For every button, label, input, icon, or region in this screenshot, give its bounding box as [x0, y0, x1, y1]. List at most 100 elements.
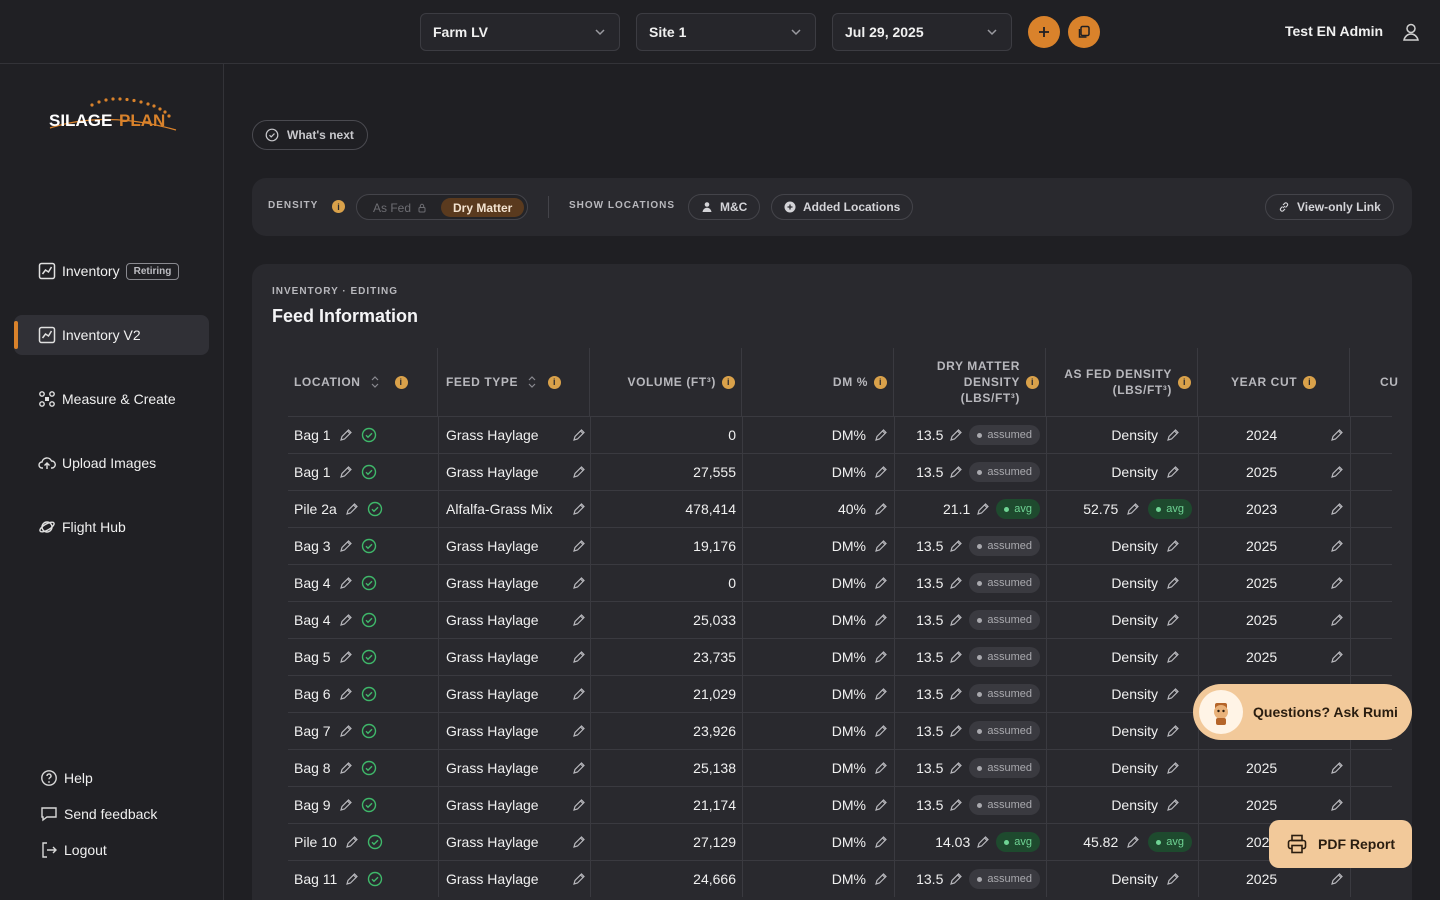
- as-fed-option[interactable]: As Fed: [361, 198, 439, 217]
- pencil-icon[interactable]: [572, 428, 586, 442]
- farm-select[interactable]: Farm LV: [420, 13, 620, 51]
- pencil-icon[interactable]: [339, 687, 353, 701]
- pencil-icon[interactable]: [874, 724, 888, 738]
- pencil-icon[interactable]: [339, 724, 353, 738]
- pencil-icon[interactable]: [976, 835, 990, 849]
- nav-upload-images[interactable]: Upload Images: [14, 443, 209, 483]
- info-icon[interactable]: i: [548, 375, 562, 389]
- pencil-icon[interactable]: [1166, 613, 1180, 627]
- pencil-icon[interactable]: [345, 502, 359, 516]
- pencil-icon[interactable]: [339, 650, 353, 664]
- sort-icon[interactable]: [369, 375, 381, 389]
- nav-inventory-v2[interactable]: Inventory V2: [14, 315, 209, 355]
- info-icon[interactable]: i: [394, 375, 408, 389]
- info-icon[interactable]: i: [874, 375, 887, 389]
- pencil-icon[interactable]: [949, 687, 963, 701]
- pdf-report-button[interactable]: PDF Report: [1269, 820, 1412, 868]
- pencil-icon[interactable]: [572, 835, 586, 849]
- pencil-icon[interactable]: [949, 724, 963, 738]
- pencil-icon[interactable]: [1126, 835, 1140, 849]
- pencil-icon[interactable]: [949, 613, 963, 627]
- pencil-icon[interactable]: [339, 539, 353, 553]
- pencil-icon[interactable]: [339, 761, 353, 775]
- pencil-icon[interactable]: [874, 576, 888, 590]
- user-icon[interactable]: [1400, 21, 1422, 43]
- col-location[interactable]: LOCATION i: [288, 348, 438, 416]
- pencil-icon[interactable]: [874, 613, 888, 627]
- pencil-icon[interactable]: [572, 724, 586, 738]
- pencil-icon[interactable]: [1166, 687, 1180, 701]
- pencil-icon[interactable]: [572, 872, 586, 886]
- dry-matter-option[interactable]: Dry Matter: [441, 198, 525, 217]
- info-icon[interactable]: i: [1303, 375, 1317, 389]
- pencil-icon[interactable]: [572, 798, 586, 812]
- pencil-icon[interactable]: [1330, 872, 1344, 886]
- pencil-icon[interactable]: [874, 872, 888, 886]
- pencil-icon[interactable]: [339, 613, 353, 627]
- added-locations-pill[interactable]: Added Locations: [771, 194, 914, 220]
- pencil-icon[interactable]: [1330, 613, 1344, 627]
- pencil-icon[interactable]: [949, 798, 963, 812]
- pencil-icon[interactable]: [572, 502, 586, 516]
- pencil-icon[interactable]: [339, 428, 353, 442]
- pencil-icon[interactable]: [1166, 576, 1180, 590]
- nav-flight-hub[interactable]: Flight Hub: [14, 507, 209, 547]
- pencil-icon[interactable]: [572, 539, 586, 553]
- pencil-icon[interactable]: [949, 539, 963, 553]
- mc-filter-pill[interactable]: M&C: [688, 194, 761, 220]
- pencil-icon[interactable]: [1166, 650, 1180, 664]
- pencil-icon[interactable]: [1166, 724, 1180, 738]
- pencil-icon[interactable]: [949, 650, 963, 664]
- pencil-icon[interactable]: [345, 835, 359, 849]
- pencil-icon[interactable]: [874, 502, 888, 516]
- pencil-icon[interactable]: [949, 428, 963, 442]
- send-feedback-link[interactable]: Send feedback: [40, 805, 157, 823]
- logout-link[interactable]: Logout: [40, 841, 107, 859]
- pencil-icon[interactable]: [1330, 465, 1344, 479]
- ask-rumi-button[interactable]: Questions? Ask Rumi: [1193, 684, 1412, 740]
- nav-inventory[interactable]: Inventory Retiring: [14, 251, 209, 291]
- pencil-icon[interactable]: [874, 650, 888, 664]
- pencil-icon[interactable]: [1166, 539, 1180, 553]
- pencil-icon[interactable]: [1330, 428, 1344, 442]
- whats-next-button[interactable]: What's next: [252, 120, 368, 150]
- copy-button[interactable]: [1068, 16, 1100, 48]
- pencil-icon[interactable]: [572, 650, 586, 664]
- help-link[interactable]: Help: [40, 769, 93, 787]
- sort-icon[interactable]: [526, 375, 538, 389]
- pencil-icon[interactable]: [1166, 465, 1180, 479]
- pencil-icon[interactable]: [949, 576, 963, 590]
- pencil-icon[interactable]: [874, 761, 888, 775]
- pencil-icon[interactable]: [874, 465, 888, 479]
- pencil-icon[interactable]: [874, 835, 888, 849]
- pencil-icon[interactable]: [1330, 650, 1344, 664]
- pencil-icon[interactable]: [1166, 798, 1180, 812]
- pencil-icon[interactable]: [572, 761, 586, 775]
- pencil-icon[interactable]: [1330, 539, 1344, 553]
- pencil-icon[interactable]: [874, 798, 888, 812]
- pencil-icon[interactable]: [1330, 798, 1344, 812]
- density-toggle[interactable]: As Fed Dry Matter: [356, 194, 528, 220]
- pencil-icon[interactable]: [1126, 502, 1140, 516]
- pencil-icon[interactable]: [1166, 761, 1180, 775]
- pencil-icon[interactable]: [1166, 872, 1180, 886]
- pencil-icon[interactable]: [572, 613, 586, 627]
- pencil-icon[interactable]: [1166, 428, 1180, 442]
- pencil-icon[interactable]: [345, 872, 359, 886]
- pencil-icon[interactable]: [1330, 761, 1344, 775]
- pencil-icon[interactable]: [339, 465, 353, 479]
- info-icon[interactable]: i: [722, 375, 735, 389]
- user-name[interactable]: Test EN Admin: [1285, 23, 1384, 39]
- nav-measure-create[interactable]: Measure & Create: [14, 379, 209, 419]
- silageplan-logo[interactable]: SILAGE PLAN: [46, 94, 180, 134]
- info-icon[interactable]: i: [1178, 375, 1191, 389]
- info-icon[interactable]: i: [1026, 375, 1039, 389]
- density-info-icon[interactable]: i: [332, 200, 345, 213]
- pencil-icon[interactable]: [874, 687, 888, 701]
- pencil-icon[interactable]: [572, 576, 586, 590]
- add-button[interactable]: [1028, 16, 1060, 48]
- pencil-icon[interactable]: [1330, 576, 1344, 590]
- pencil-icon[interactable]: [1330, 502, 1344, 516]
- pencil-icon[interactable]: [572, 687, 586, 701]
- pencil-icon[interactable]: [339, 576, 353, 590]
